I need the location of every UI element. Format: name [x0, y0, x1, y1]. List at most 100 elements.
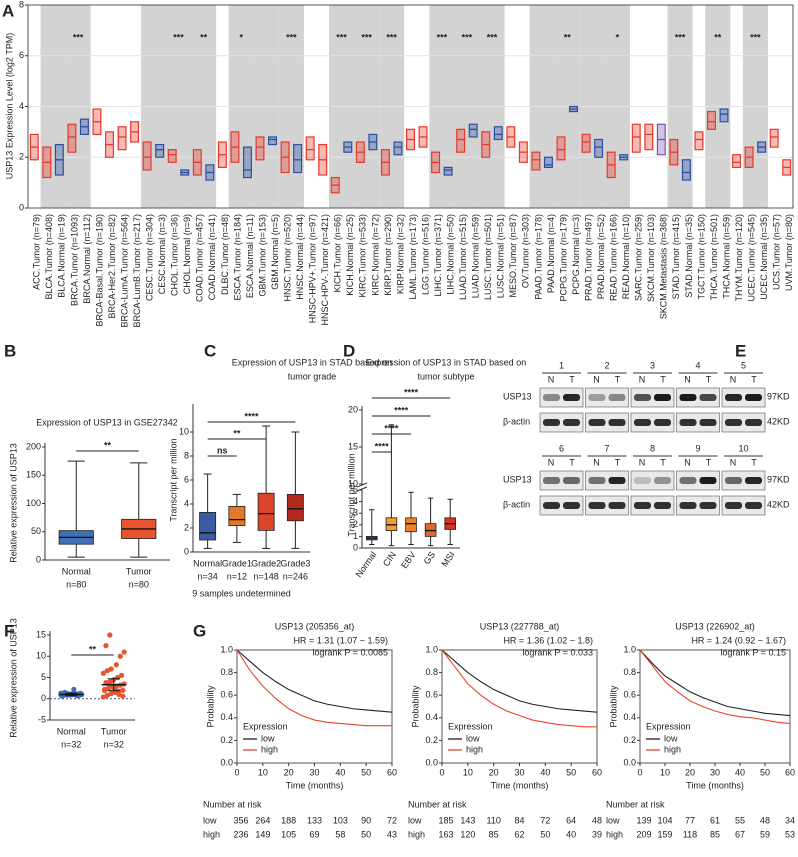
y-tick-label: 0.2 [623, 735, 636, 745]
x-tick-label: COAD.Tumor (n=457) [195, 214, 205, 302]
y-tick-label: 10 [348, 478, 358, 488]
plot-frame [27, 4, 794, 209]
x-tick-label: KIRC.Normal (n=72) [370, 214, 380, 296]
y-tick-label: 4 [184, 498, 189, 508]
risk-count: 120 [460, 829, 475, 839]
x-tick-label: SARC.Tumor (n=259) [634, 214, 644, 301]
x-tick-label: KIRP.Tumor (n=290) [383, 214, 393, 296]
blot-band [543, 419, 560, 426]
box [631, 123, 641, 153]
blot-frame [539, 470, 584, 491]
blot-band [588, 419, 606, 426]
blot-row-label: USP13 [503, 474, 532, 484]
y-tick-label: 0 [19, 202, 24, 212]
risk-count: 55 [735, 815, 745, 825]
x-tick-label: 30 [309, 767, 319, 777]
blot-band [634, 502, 651, 509]
box [142, 141, 152, 171]
risk-count: 110 [486, 815, 500, 825]
blot-band [563, 394, 580, 401]
blot-band [588, 502, 606, 509]
n-label: n=80 [66, 579, 86, 589]
blot-frame [585, 470, 629, 491]
y-tick-label: 5 [353, 484, 358, 494]
risk-count: 105 [281, 829, 296, 839]
risk-count: 72 [540, 815, 550, 825]
risk-count: 50 [361, 829, 371, 839]
legend-label: low [664, 733, 678, 743]
x-tick-label: KICH.Tumor (n=66) [333, 214, 343, 292]
x-tick-label: UVM.Tumor (n=80) [784, 214, 794, 291]
blot-band [679, 394, 697, 401]
y-tick-label: 1.0 [623, 644, 636, 654]
significance-label: *** [73, 32, 84, 42]
y-axis-label: Relative expression of USP13 [8, 618, 18, 738]
hazard-ratio: HR = 1.24 (0.92 − 1.67) [691, 635, 786, 645]
risk-count: 43 [387, 829, 397, 839]
x-tick-label: COAD.Normal (n=41) [207, 214, 217, 300]
survival-curve [236, 649, 393, 713]
data-point [117, 653, 123, 659]
data-point [103, 643, 109, 649]
x-tick-label: LIHC.Tumor (n=371) [433, 214, 443, 296]
blot-frame [585, 412, 629, 433]
n-label: n=34 [197, 571, 217, 581]
x-tick-label: LUAD.Normal (n=59) [471, 214, 481, 298]
legend-title: Expression [646, 721, 691, 731]
significance-label: ** [104, 440, 112, 450]
lane-group-label: 3 [650, 360, 655, 370]
chart-title: Expression of USP13 in GSE27342 [36, 417, 178, 427]
risk-group: low [408, 815, 422, 825]
blot-band [745, 477, 762, 484]
x-tick-label: ACC.Tumor (n=79) [32, 214, 42, 290]
lane-label: N [593, 374, 600, 384]
risk-count: 264 [255, 815, 270, 825]
y-tick-label: -5 [38, 714, 46, 724]
y-tick-label: 5 [41, 672, 46, 682]
x-tick-label: 0 [234, 767, 239, 777]
blot-frame [585, 387, 629, 408]
risk-count: 34 [785, 815, 795, 825]
x-tick-label: THCA.Tumor (n=501) [709, 214, 719, 300]
y-tick-label: 1.0 [425, 644, 438, 654]
blot-frame [585, 495, 629, 516]
blot-band [608, 419, 626, 426]
risk-count: 139 [636, 815, 651, 825]
blot-frame [676, 412, 720, 433]
risk-count: 40 [566, 829, 576, 839]
lane-label: N [684, 374, 691, 384]
blot-band [654, 394, 671, 401]
blot-band [745, 502, 762, 509]
data-point [121, 649, 127, 655]
n-label: n=148 [253, 571, 278, 581]
blot-band [679, 477, 697, 484]
significance-label: *** [173, 32, 184, 42]
hazard-ratio: HR = 1.31 (1.07 − 1.59) [293, 635, 388, 645]
lane-label: N [548, 374, 555, 384]
risk-count: 104 [657, 815, 672, 825]
lane-label: T [615, 374, 621, 384]
blot-row-label: USP13 [503, 391, 532, 401]
risk-count: 84 [514, 815, 524, 825]
blot-band [699, 477, 717, 484]
blot-band [543, 394, 560, 401]
risk-count: 90 [361, 815, 371, 825]
x-tick-label: 50 [760, 767, 770, 777]
x-tick-label: ESCA.Normal (n=11) [245, 214, 255, 298]
box [257, 492, 275, 531]
chart-title: USP13 (227788_at) [480, 621, 560, 631]
blot-band [654, 502, 671, 509]
panel-label: D [343, 341, 355, 360]
significance-label: ** [564, 32, 572, 42]
x-tick-label: PCPG.Tumor (n=179) [558, 214, 568, 301]
y-tick-label: 0.8 [425, 667, 438, 677]
y-tick-label: 0 [41, 693, 46, 703]
hazard-ratio: HR = 1.36 (1.02 − 1.8) [503, 635, 593, 645]
blot-size-label: 42KD [767, 499, 790, 509]
box [293, 143, 303, 174]
blot-band [745, 394, 762, 401]
x-tick-label: Tumor [126, 566, 152, 576]
significance-label: **** [384, 423, 399, 433]
x-tick-label: LUAD.Tumor (n=515) [458, 214, 468, 300]
risk-group: high [203, 829, 220, 839]
